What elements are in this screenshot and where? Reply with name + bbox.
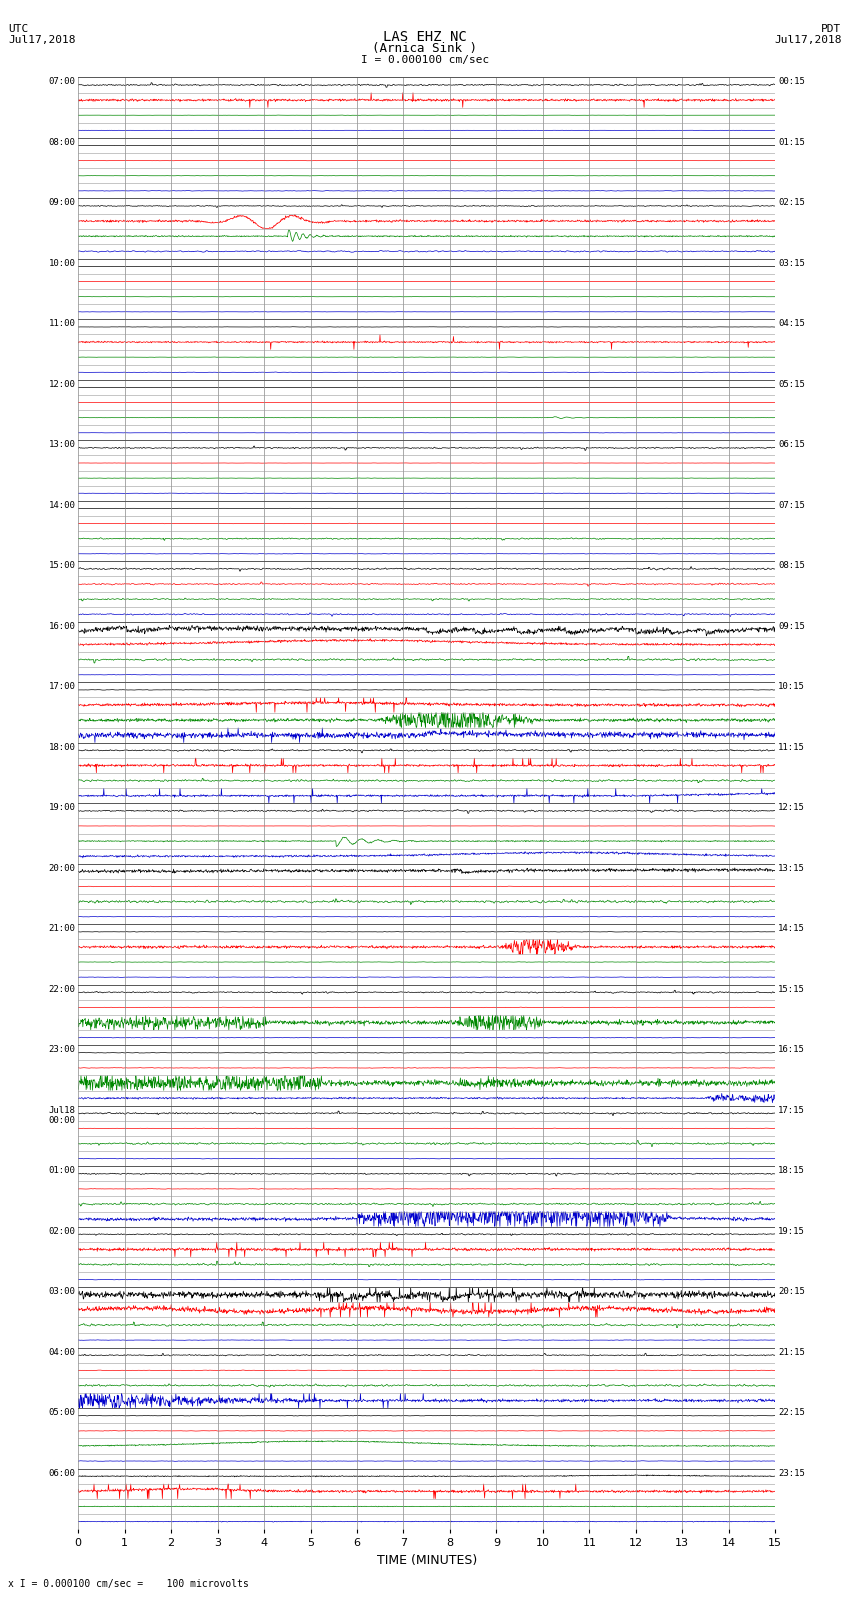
Text: Jul17,2018: Jul17,2018 (8, 35, 76, 45)
X-axis label: TIME (MINUTES): TIME (MINUTES) (377, 1553, 477, 1566)
Text: PDT: PDT (821, 24, 842, 34)
Text: Jul17,2018: Jul17,2018 (774, 35, 842, 45)
Text: (Arnica Sink ): (Arnica Sink ) (372, 42, 478, 55)
Text: I = 0.000100 cm/sec: I = 0.000100 cm/sec (361, 55, 489, 65)
Text: LAS EHZ NC: LAS EHZ NC (383, 31, 467, 44)
Text: x I = 0.000100 cm/sec =    100 microvolts: x I = 0.000100 cm/sec = 100 microvolts (8, 1579, 249, 1589)
Text: UTC: UTC (8, 24, 29, 34)
